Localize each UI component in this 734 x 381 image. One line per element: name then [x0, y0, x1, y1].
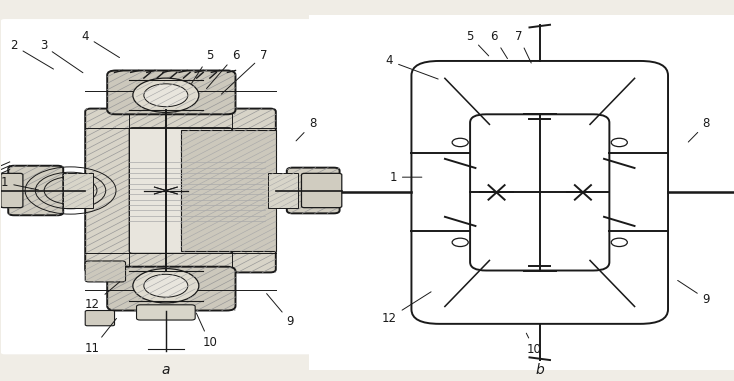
FancyBboxPatch shape — [8, 166, 63, 215]
Text: 7: 7 — [515, 30, 531, 63]
Text: 12: 12 — [85, 282, 120, 311]
FancyBboxPatch shape — [107, 267, 236, 311]
Text: 12: 12 — [382, 292, 431, 325]
Text: 6: 6 — [206, 49, 239, 88]
Circle shape — [144, 274, 188, 297]
Circle shape — [144, 84, 188, 107]
Text: 1: 1 — [389, 171, 422, 184]
Text: 5: 5 — [466, 30, 489, 56]
Text: 10: 10 — [196, 313, 217, 349]
FancyBboxPatch shape — [1, 19, 342, 354]
Circle shape — [452, 138, 468, 147]
FancyBboxPatch shape — [85, 109, 276, 272]
Text: 8: 8 — [296, 117, 316, 141]
FancyBboxPatch shape — [137, 305, 195, 320]
Text: 5: 5 — [192, 49, 214, 83]
Circle shape — [133, 78, 199, 112]
Text: 7: 7 — [222, 49, 267, 94]
Text: 10: 10 — [526, 333, 542, 356]
Text: 3: 3 — [40, 39, 83, 73]
FancyBboxPatch shape — [181, 130, 276, 251]
Text: 8: 8 — [688, 117, 710, 142]
Text: 1: 1 — [1, 176, 38, 190]
Circle shape — [133, 269, 199, 303]
FancyBboxPatch shape — [129, 128, 232, 253]
Text: a: a — [161, 363, 170, 376]
Text: 6: 6 — [490, 30, 507, 59]
FancyBboxPatch shape — [63, 173, 92, 208]
FancyBboxPatch shape — [269, 173, 298, 208]
Text: b: b — [535, 363, 544, 376]
FancyBboxPatch shape — [302, 173, 342, 208]
FancyBboxPatch shape — [412, 61, 668, 324]
FancyBboxPatch shape — [85, 261, 126, 282]
FancyBboxPatch shape — [287, 168, 340, 213]
FancyBboxPatch shape — [85, 311, 115, 326]
Text: 9: 9 — [266, 294, 294, 328]
Text: 11: 11 — [85, 319, 117, 355]
Circle shape — [611, 238, 628, 247]
Text: 4: 4 — [81, 30, 120, 58]
FancyBboxPatch shape — [470, 114, 609, 271]
FancyBboxPatch shape — [1, 173, 23, 208]
Circle shape — [452, 238, 468, 247]
FancyBboxPatch shape — [107, 70, 236, 114]
Text: 4: 4 — [385, 54, 438, 79]
Text: 2: 2 — [10, 39, 54, 69]
Text: 9: 9 — [677, 280, 710, 306]
Circle shape — [611, 138, 628, 147]
FancyBboxPatch shape — [309, 15, 734, 370]
